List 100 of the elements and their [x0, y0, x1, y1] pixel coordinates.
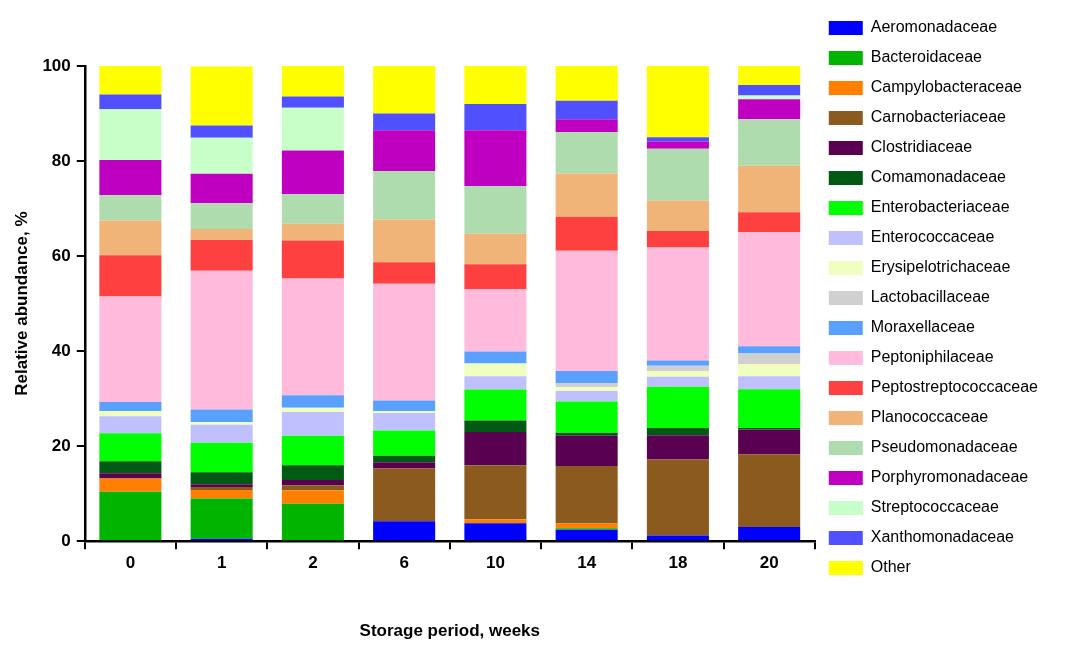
- bar: [373, 455, 436, 463]
- bar: [373, 283, 436, 401]
- bar: [99, 220, 162, 256]
- bar: [281, 107, 344, 151]
- bar: [464, 233, 527, 265]
- bar: [190, 203, 253, 229]
- x-axis-title: Storage period, weeks: [359, 621, 540, 641]
- x-tick-label: 1: [216, 553, 227, 573]
- bar: [99, 66, 162, 95]
- legend-label: Moraxellaceae: [870, 318, 975, 336]
- bar: [373, 66, 436, 114]
- bar: [281, 407, 344, 412]
- bar: [555, 391, 618, 402]
- bar: [555, 466, 618, 524]
- bar: [281, 465, 344, 480]
- bar: [281, 411, 344, 436]
- bar: [281, 66, 344, 97]
- bar: [646, 428, 709, 436]
- y-tick-label: 80: [51, 150, 71, 170]
- legend-label: Aeromonadaceae: [870, 18, 998, 36]
- bar: [555, 529, 618, 541]
- bar: [646, 200, 709, 231]
- x-tick-label: 10: [485, 553, 505, 573]
- legend-label: Erysipelotrichaceae: [870, 258, 1011, 276]
- bar: [190, 239, 253, 271]
- bar: [281, 435, 344, 466]
- bar: [190, 424, 253, 443]
- legend-label: Comamonadaceae: [870, 168, 1007, 186]
- bar: [555, 387, 618, 392]
- x-tick-label: 6: [399, 553, 409, 573]
- bar: [738, 346, 801, 354]
- bar: [99, 94, 162, 110]
- legend-label: Other: [870, 558, 912, 576]
- bar: [281, 240, 344, 279]
- bar: [646, 535, 709, 541]
- bar: [464, 66, 527, 105]
- bar: [464, 104, 527, 131]
- legend-label: Pseudomonadaceae: [870, 438, 1018, 456]
- bar: [646, 435, 709, 460]
- bar: [99, 109, 162, 161]
- bar: [646, 386, 709, 429]
- y-axis-title: Relative abundance, %: [11, 211, 31, 396]
- bar: [464, 389, 527, 421]
- bar: [555, 173, 618, 217]
- x-tick-label: 0: [125, 553, 136, 573]
- bar: [646, 459, 709, 536]
- bar: [555, 371, 618, 383]
- x-tick-label: 14: [577, 553, 597, 573]
- bar: [738, 389, 801, 429]
- bar: [190, 421, 253, 425]
- bar: [190, 173, 253, 204]
- legend-label: Peptostreptococcaceae: [870, 378, 1039, 396]
- legend-label: Bacteroidaceae: [870, 48, 983, 66]
- bar: [738, 454, 801, 527]
- bar: [555, 132, 618, 174]
- legend-label: Planococcaceae: [870, 408, 989, 426]
- bar: [464, 519, 527, 524]
- bar: [190, 409, 253, 422]
- bar: [646, 371, 709, 377]
- bar: [99, 473, 162, 479]
- bar: [738, 526, 801, 541]
- bar: [373, 130, 436, 172]
- bar: [464, 289, 527, 352]
- bar: [738, 85, 801, 96]
- bar: [464, 186, 527, 234]
- legend-label: Lactobacillaceae: [870, 288, 991, 306]
- bar: [555, 216, 618, 251]
- bar: [281, 490, 344, 504]
- bar: [738, 66, 801, 86]
- bar: [373, 468, 436, 522]
- bar: [373, 171, 436, 220]
- y-tick-label: 100: [42, 55, 71, 75]
- bar: [555, 382, 618, 388]
- bar: [738, 429, 801, 455]
- bar: [99, 491, 162, 541]
- bar: [464, 420, 527, 432]
- legend-label: Xanthomonadaceae: [870, 528, 1015, 546]
- bar: [190, 442, 253, 473]
- y-tick-label: 60: [51, 245, 71, 265]
- bar: [646, 247, 709, 361]
- bar: [373, 113, 436, 131]
- bar: [646, 376, 709, 387]
- bar: [738, 363, 801, 377]
- bar: [99, 195, 162, 221]
- bar: [555, 401, 618, 433]
- bar: [738, 376, 801, 390]
- bar: [373, 262, 436, 284]
- bar: [190, 498, 253, 539]
- bar: [738, 212, 801, 233]
- legend-label: Enterobacteriaceae: [870, 198, 1010, 216]
- bar: [373, 462, 436, 469]
- bar: [99, 478, 162, 492]
- bar: [646, 230, 709, 248]
- bar: [738, 165, 801, 213]
- bar: [281, 485, 344, 491]
- bar: [738, 232, 801, 347]
- bar: [281, 194, 344, 224]
- bar: [281, 395, 344, 408]
- y-tick-label: 40: [51, 340, 71, 360]
- bar: [464, 523, 527, 541]
